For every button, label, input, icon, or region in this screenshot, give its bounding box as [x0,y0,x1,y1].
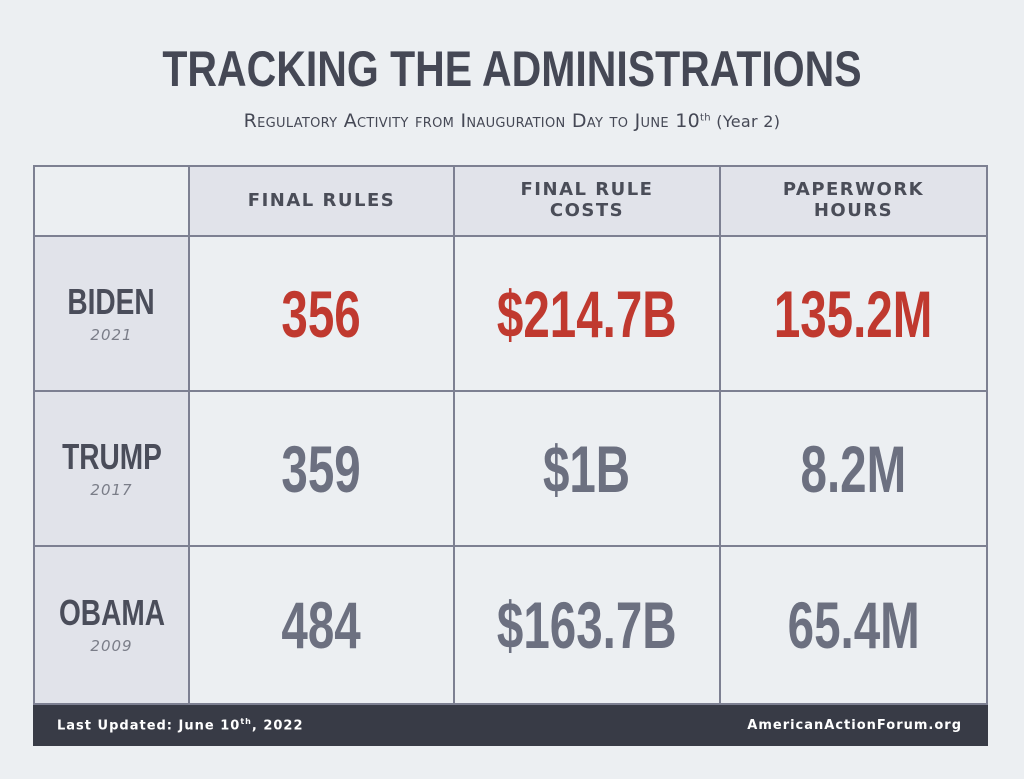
value-obama-paperwork-hours: 65.4M [787,588,920,662]
subtitle-text: Regulatory Activity from Inauguration Da… [243,110,701,132]
last-updated-year: , 2022 [251,718,304,734]
value-biden-paperwork-hours: 135.2M [774,276,933,351]
row-header-biden: BIDEN 2021 [35,237,190,392]
column-header-label: COSTS [549,200,625,221]
value-trump-final-rules: 359 [281,431,362,506]
value-cell: 484 [190,547,455,703]
row-name: BIDEN [67,280,156,322]
last-updated-superscript: th [240,717,252,727]
value-cell: $214.7B [455,237,721,392]
column-header-label: FINAL RULES [247,189,396,211]
row-year: 2021 [90,325,133,344]
subtitle-suffix: (Year 2) [710,112,781,131]
column-header-label: FINAL RULE [520,179,654,201]
value-cell: 356 [190,237,455,392]
table-corner-cell [35,167,190,237]
value-biden-final-rules: 356 [281,276,362,351]
column-header-final-rule-costs: FINAL RULE COSTS [455,167,721,237]
chart-subtitle: Regulatory Activity from Inauguration Da… [0,110,1024,133]
value-cell: 65.4M [721,547,986,703]
row-year: 2017 [90,480,133,499]
value-cell: $1B [455,392,721,547]
row-header-trump: TRUMP 2017 [35,392,190,547]
value-obama-final-rules: 484 [281,588,362,662]
value-cell: 8.2M [721,392,986,547]
column-header-label: PAPERWORK [782,179,925,201]
value-trump-final-rule-costs: $1B [543,431,631,506]
value-obama-final-rule-costs: $163.7B [497,588,677,662]
subtitle-superscript: th [700,112,711,124]
row-name: OBAMA [58,592,165,633]
row-year: 2009 [90,637,133,655]
source-link[interactable]: AmericanActionForum.org [747,718,962,733]
row-header-obama: OBAMA 2009 [35,547,190,703]
column-header-paperwork-hours: PAPERWORK HOURS [721,167,986,237]
column-header-final-rules: FINAL RULES [190,167,455,237]
column-header-label: HOURS [813,200,894,221]
last-updated: Last Updated: June 10th, 2022 [57,717,304,733]
value-trump-paperwork-hours: 8.2M [800,431,907,506]
chart-title: TRACKING THE ADMINISTRATIONS [162,41,862,97]
value-biden-final-rule-costs: $214.7B [497,276,677,351]
value-cell: 135.2M [721,237,986,392]
last-updated-text: Last Updated: June 10 [57,718,241,734]
value-cell: 359 [190,392,455,547]
value-cell: $163.7B [455,547,721,703]
row-name: TRUMP [61,435,162,477]
data-table: FINAL RULES FINAL RULE COSTS PAPERWORK H… [33,165,988,705]
footer-bar: Last Updated: June 10th, 2022 AmericanAc… [33,705,988,746]
